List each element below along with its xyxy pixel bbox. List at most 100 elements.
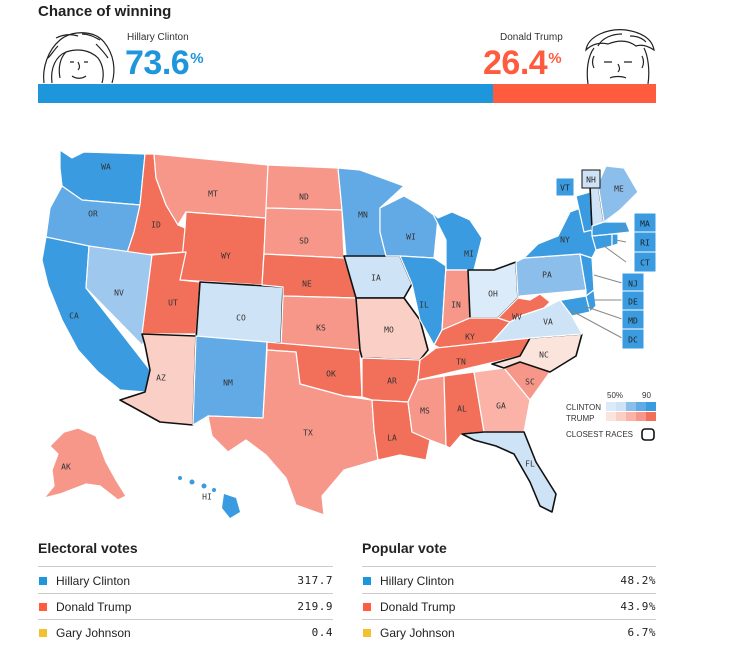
state-fl[interactable] <box>461 431 557 513</box>
legend-clinton: CLINTON <box>566 403 601 412</box>
state-nd[interactable] <box>265 164 343 211</box>
clinton-swatch <box>39 576 47 585</box>
box-vt[interactable] <box>555 177 575 197</box>
electoral-votes-panel: Electoral votes Hillary Clinton 317.7 Do… <box>38 540 333 645</box>
label-ne: NE <box>302 280 312 289</box>
state-wy[interactable] <box>179 211 267 286</box>
label-wi: WI <box>406 233 416 242</box>
label-ri: RI <box>640 239 650 248</box>
us-map: WA OR CA ID NV MT WY UT CO AZ NM ND SD N… <box>0 140 736 530</box>
label-sc: SC <box>525 378 535 387</box>
state-wi[interactable] <box>379 195 439 259</box>
clinton-chance-sign: % <box>190 50 204 67</box>
electoral-row-trump: Donald Trump 219.9 <box>38 593 333 619</box>
label-sd: SD <box>299 237 309 246</box>
state-hi[interactable] <box>178 476 240 518</box>
label-wy: WY <box>221 252 231 261</box>
popular-name: Donald Trump <box>380 599 456 614</box>
state-ct[interactable] <box>591 233 613 251</box>
electoral-value: 219.9 <box>297 600 333 613</box>
box-dc[interactable] <box>621 328 645 350</box>
label-nj: NJ <box>628 280 638 289</box>
clinton-name: Hillary Clinton <box>127 32 189 43</box>
state-ak[interactable] <box>43 427 127 501</box>
label-mt: MT <box>208 190 218 199</box>
electoral-row-clinton: Hillary Clinton 317.7 <box>38 568 333 593</box>
state-de[interactable] <box>585 289 597 313</box>
label-la: LA <box>387 434 397 443</box>
trump-chance-sign: % <box>548 50 562 67</box>
label-nc: NC <box>539 351 549 360</box>
popular-row-johnson: Gary Johnson 6.7% <box>362 619 656 645</box>
clinton-chance: 73.6% <box>125 44 204 83</box>
label-ga: GA <box>496 402 506 411</box>
label-nm: NM <box>223 379 233 388</box>
label-al: AL <box>457 405 467 414</box>
legend-clinton-scale <box>606 402 656 411</box>
state-tx[interactable] <box>207 349 379 516</box>
us-map-svg: WA OR CA ID NV MT WY UT CO AZ NM ND SD N… <box>41 149 657 518</box>
legend-scale-low: 50% <box>607 391 623 400</box>
label-va: VA <box>543 318 553 327</box>
popular-vote-panel: Popular vote Hillary Clinton 48.2% Donal… <box>362 540 656 645</box>
label-tn: TN <box>456 358 466 367</box>
label-az: AZ <box>156 374 166 383</box>
electoral-value: 317.7 <box>297 574 333 587</box>
trump-name: Donald Trump <box>500 32 563 43</box>
label-ct: CT <box>640 259 650 268</box>
label-ok: OK <box>326 370 336 379</box>
box-nh[interactable] <box>581 169 601 189</box>
trump-swatch <box>39 602 47 611</box>
label-nd: ND <box>299 193 309 202</box>
state-ma[interactable] <box>591 221 631 237</box>
state-ga[interactable] <box>473 367 531 433</box>
trump-portrait-icon <box>585 29 655 84</box>
trump-chance-number: 26.4 <box>483 44 548 82</box>
legend-closest-swatch <box>641 428 655 441</box>
chance-bar-clinton <box>38 84 493 103</box>
label-nh: NH <box>586 176 596 185</box>
electoral-name: Hillary Clinton <box>56 573 131 588</box>
legend-trump-scale <box>606 412 656 421</box>
chance-bar-trump <box>492 84 656 103</box>
clinton-chance-number: 73.6 <box>125 44 190 82</box>
label-ak: AK <box>61 463 71 472</box>
label-nv: NV <box>114 289 124 298</box>
state-co[interactable] <box>195 281 284 344</box>
state-mo[interactable] <box>355 297 429 361</box>
chance-bar <box>38 84 656 103</box>
label-pa: PA <box>542 271 552 280</box>
label-ut: UT <box>168 299 178 308</box>
label-vt: VT <box>560 184 570 193</box>
map-legend: 50% 90 CLINTON TRUMP CLOSEST RACES <box>566 391 656 441</box>
popular-value: 6.7% <box>627 626 656 639</box>
label-wv: WV <box>512 313 522 322</box>
page-title: Chance of winning <box>38 3 172 20</box>
label-id: ID <box>151 221 161 230</box>
state-me[interactable] <box>597 165 639 223</box>
legend-trump: TRUMP <box>566 414 594 423</box>
electoral-row-johnson: Gary Johnson 0.4 <box>38 619 333 645</box>
label-ia: IA <box>371 274 381 283</box>
popular-name: Gary Johnson <box>380 625 455 640</box>
legend-scale-high: 90 <box>642 391 651 400</box>
trump-chance: 26.4% <box>483 44 562 83</box>
label-wa: WA <box>101 163 111 172</box>
electoral-name: Donald Trump <box>56 599 132 614</box>
popular-title: Popular vote <box>362 540 447 556</box>
label-ny: NY <box>560 236 570 245</box>
johnson-swatch <box>363 628 371 637</box>
label-ks: KS <box>316 324 326 333</box>
popular-row-clinton: Hillary Clinton 48.2% <box>362 568 656 593</box>
box-ct[interactable] <box>633 251 657 273</box>
label-ky: KY <box>465 333 475 342</box>
label-mi: MI <box>464 250 474 259</box>
label-de: DE <box>628 298 638 307</box>
electoral-name: Gary Johnson <box>56 625 131 640</box>
state-sd[interactable] <box>263 207 345 259</box>
state-md[interactable] <box>549 295 591 317</box>
label-tx: TX <box>303 429 313 438</box>
popular-row-trump: Donald Trump 43.9% <box>362 593 656 619</box>
state-labels: WA OR CA ID NV MT WY UT CO AZ NM ND SD N… <box>61 163 624 502</box>
label-oh: OH <box>488 290 498 299</box>
